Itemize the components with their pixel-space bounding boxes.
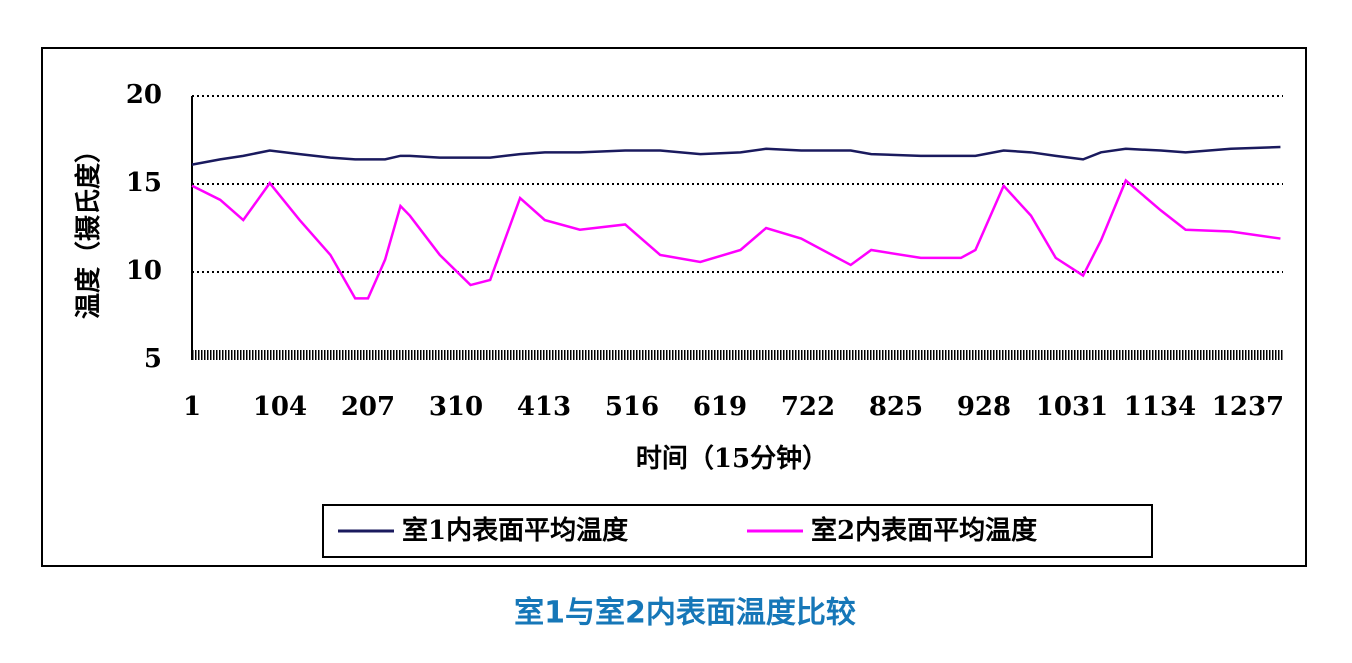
x-tick-label: 722: [781, 392, 835, 422]
legend: [322, 504, 1153, 558]
x-tick-label: 516: [605, 392, 659, 422]
chart-frame: [41, 47, 1307, 567]
x-tick-label: 619: [693, 392, 747, 422]
y-tick-label: 10: [126, 256, 162, 286]
caption: 室1与室2内表面温度比较: [514, 596, 856, 631]
x-tick-label: 825: [869, 392, 923, 422]
x-tick-label: 1134: [1124, 392, 1196, 422]
x-axis-hatch: [192, 350, 1283, 360]
x-tick-label: 310: [429, 392, 483, 422]
y-tick-label: 20: [126, 80, 162, 110]
x-axis-label: 时间（15分钟）: [636, 443, 828, 474]
x-tick-label: 1031: [1036, 392, 1108, 422]
y-tick-label: 15: [126, 168, 162, 198]
y-tick-label: 5: [144, 344, 162, 374]
legend-label: 室2内表面平均温度: [811, 515, 1037, 546]
data-line: [191, 178, 1281, 300]
x-tick-label: 1: [183, 392, 201, 422]
data-line: [191, 145, 1281, 166]
y-axis-label: 温度（摄氏度）: [73, 137, 104, 319]
x-tick-label: 104: [253, 392, 307, 422]
x-tick-label: 1237: [1212, 392, 1284, 422]
x-tick-label: 207: [341, 392, 395, 422]
x-tick-label: 928: [957, 392, 1011, 422]
legend-label: 室1内表面平均温度: [402, 515, 628, 546]
x-tick-label: 413: [517, 392, 571, 422]
